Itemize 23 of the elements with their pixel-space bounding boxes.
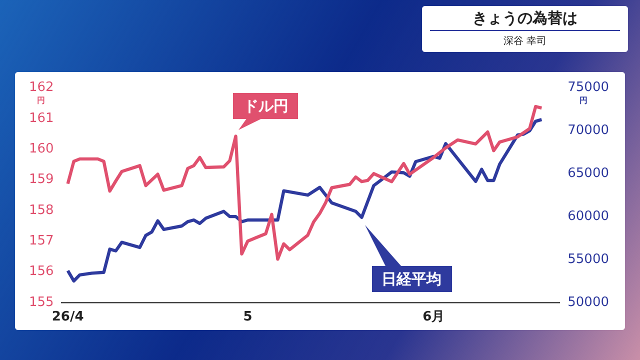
text: 日経平均 <box>372 266 452 292</box>
y2-tick-label: 60000 <box>568 208 610 224</box>
y2-tick-label: 70000 <box>568 123 610 138</box>
y-tick-label: 156 <box>28 264 54 280</box>
y-tick-label: 162 <box>28 80 54 96</box>
y-tick-label: 157 <box>28 233 54 248</box>
y-tick-label: 155 <box>28 294 54 310</box>
y-tick-label: 161 <box>28 110 54 126</box>
y2-tick-label: 75000 <box>568 80 610 96</box>
x-tick-label: 26/4 <box>52 310 84 325</box>
y-tick-label: 158 <box>28 202 54 218</box>
y2-axis-title: 円 <box>580 96 588 105</box>
y-tick-label: 160 <box>28 141 54 156</box>
y2-tick-label: 65000 <box>568 166 610 182</box>
y2-tick-label: 50000 <box>568 294 610 310</box>
x-tick-label: 6月 <box>422 310 445 325</box>
chart-subtitle: 深谷 幸司 <box>502 34 548 48</box>
y2-tick-label: 55000 <box>568 252 610 267</box>
chart-title: きょうの為替は <box>430 9 620 31</box>
y-tick-label: 159 <box>28 172 54 188</box>
series-label: ドル円 <box>233 93 298 120</box>
y-axis-title: 円 <box>37 96 45 105</box>
x-tick-label: 5 <box>243 310 252 325</box>
